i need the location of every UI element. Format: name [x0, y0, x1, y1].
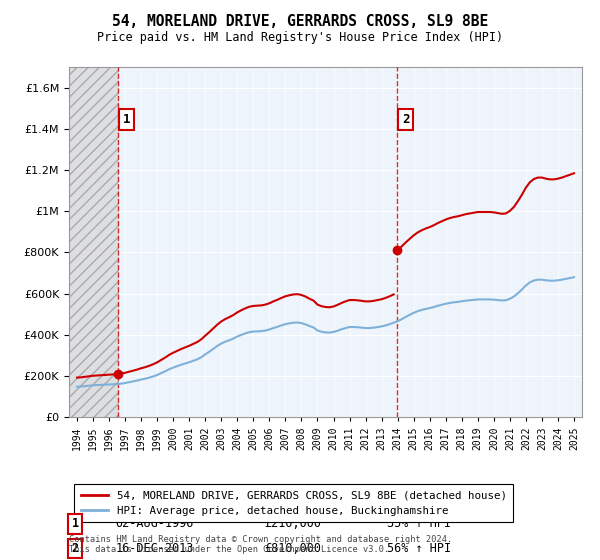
- Text: £210,000: £210,000: [264, 517, 321, 530]
- Legend: 54, MORELAND DRIVE, GERRARDS CROSS, SL9 8BE (detached house), HPI: Average price: 54, MORELAND DRIVE, GERRARDS CROSS, SL9 …: [74, 484, 513, 522]
- Text: 2: 2: [402, 113, 409, 126]
- Text: 35% ↑ HPI: 35% ↑ HPI: [387, 517, 451, 530]
- Text: 16-DEC-2013: 16-DEC-2013: [115, 542, 194, 555]
- Text: This data is licensed under the Open Government Licence v3.0.: This data is licensed under the Open Gov…: [69, 545, 389, 554]
- Text: 02-AUG-1996: 02-AUG-1996: [115, 517, 194, 530]
- Bar: [69, 67, 119, 417]
- Text: 56% ↑ HPI: 56% ↑ HPI: [387, 542, 451, 555]
- Text: 1: 1: [123, 113, 131, 126]
- Bar: [69, 67, 119, 417]
- Text: 2: 2: [71, 542, 79, 555]
- Text: 54, MORELAND DRIVE, GERRARDS CROSS, SL9 8BE: 54, MORELAND DRIVE, GERRARDS CROSS, SL9 …: [112, 14, 488, 29]
- Text: 1: 1: [71, 517, 79, 530]
- Text: Contains HM Land Registry data © Crown copyright and database right 2024.: Contains HM Land Registry data © Crown c…: [69, 535, 452, 544]
- Text: Price paid vs. HM Land Registry's House Price Index (HPI): Price paid vs. HM Land Registry's House …: [97, 31, 503, 44]
- Text: £810,000: £810,000: [264, 542, 321, 555]
